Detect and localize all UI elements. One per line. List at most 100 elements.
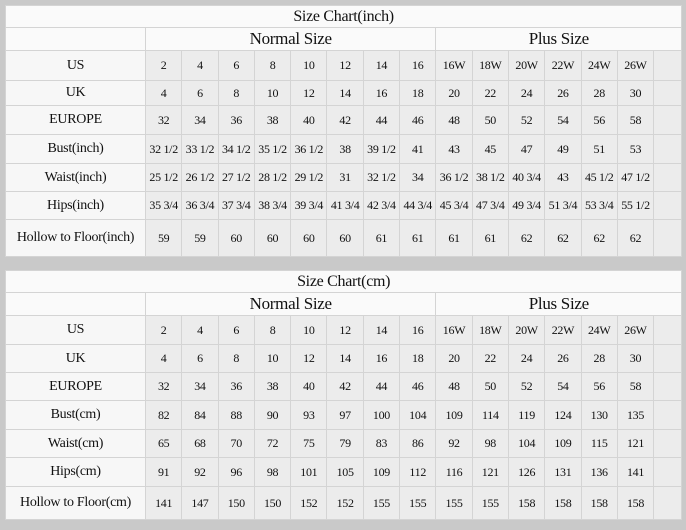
size-value-cell: 48 <box>435 105 473 135</box>
normal-size-header: Normal Size <box>144 292 437 316</box>
size-value-cell: 104 <box>399 400 437 430</box>
size-value-cell: 62 <box>616 219 655 257</box>
size-value-cell: 18W <box>471 315 509 345</box>
size-value-cell: 16 <box>362 80 401 106</box>
chart-title: Size Chart(inch) <box>4 5 683 28</box>
size-value-cell: 42 <box>326 105 364 135</box>
size-value-cell: 8 <box>217 80 255 106</box>
table-row: US 2 4 6 8 10 12 14 16 16W 18W 20W 22W 24W 26W <box>5 315 683 345</box>
size-value-cell: 10 <box>290 50 328 81</box>
size-value-cell: 55 1/2 <box>616 191 655 220</box>
size-value-cell: 4 <box>181 315 219 345</box>
size-value-cell: 141 <box>144 486 183 520</box>
table-row: Bust(cm) 82 84 88 90 93 97 100 104 109 114 119 124 13… <box>5 400 683 430</box>
size-value-cell: 40 <box>290 105 328 135</box>
row-label: Bust(inch) <box>5 134 146 164</box>
size-value-cell: 53 3/4 <box>580 191 618 220</box>
size-value-cell: 32 1/2 <box>362 163 401 192</box>
size-value-cell: 36 1/2 <box>290 134 328 164</box>
size-value-cell: 47 1/2 <box>616 163 655 192</box>
size-chart-cm: Size Chart(cm) Normal Size Plus Size US 2 4 6 8… <box>4 270 683 520</box>
chart-title: Size Chart(cm) <box>4 270 683 293</box>
size-value-cell: 24 <box>507 80 546 106</box>
size-value-cell: 84 <box>181 400 219 430</box>
size-value-cell: 44 <box>362 372 401 401</box>
size-value-cell: 105 <box>326 457 364 487</box>
table-row: Hips(cm) 91 92 96 98 101 105 109 112 116 121 126 131… <box>5 457 683 487</box>
size-value-cell: 60 <box>217 219 255 257</box>
size-value-cell: 42 3/4 <box>362 191 401 220</box>
size-value-cell: 65 <box>144 429 183 458</box>
empty-cell <box>653 105 683 135</box>
size-value-cell: 22W <box>544 315 582 345</box>
table-row: UK 4 6 8 10 12 14 16 18 20 22 24 26 28 30 <box>5 344 683 373</box>
size-value-cell: 54 <box>544 372 582 401</box>
size-value-cell: 34 <box>181 372 219 401</box>
size-value-cell: 31 <box>326 163 364 192</box>
size-value-cell: 92 <box>435 429 473 458</box>
size-value-cell: 26 <box>544 80 582 106</box>
size-value-cell: 34 <box>181 105 219 135</box>
size-value-cell: 158 <box>580 486 618 520</box>
size-value-cell: 4 <box>144 80 183 106</box>
size-value-cell: 61 <box>471 219 509 257</box>
size-value-cell: 14 <box>362 315 401 345</box>
empty-cell <box>653 400 683 430</box>
size-value-cell: 16 <box>362 344 401 373</box>
size-value-cell: 50 <box>471 372 509 401</box>
empty-cell <box>653 80 683 106</box>
empty-cell <box>653 429 683 458</box>
size-value-cell: 130 <box>580 400 618 430</box>
size-value-cell: 18 <box>399 80 437 106</box>
size-value-cell: 158 <box>544 486 582 520</box>
table-row: Waist(inch) 25 1/2 26 1/2 27 1/2 28 1/2 29 1/… <box>5 163 683 192</box>
size-value-cell: 60 <box>290 219 328 257</box>
size-value-cell: 2 <box>144 50 183 81</box>
size-value-cell: 8 <box>253 50 292 81</box>
size-value-cell: 75 <box>290 429 328 458</box>
size-value-cell: 115 <box>580 429 618 458</box>
row-label: Hips(inch) <box>5 191 146 220</box>
size-value-cell: 88 <box>217 400 255 430</box>
size-value-cell: 12 <box>290 344 328 373</box>
table-row: EUROPE 32 34 36 38 40 42 44 46 48 50 52 54 56 58 <box>5 372 683 401</box>
empty-cell <box>653 191 683 220</box>
row-label: Bust(cm) <box>5 400 146 430</box>
size-value-cell: 42 <box>326 372 364 401</box>
size-value-cell: 26 1/2 <box>181 163 219 192</box>
size-value-cell: 20 <box>435 80 473 106</box>
size-value-cell: 35 3/4 <box>144 191 183 220</box>
table-row: Hollow to Floor(cm) 141 147 150 150 152 152 155… <box>5 486 683 520</box>
size-value-cell: 30 <box>616 80 655 106</box>
size-value-cell: 53 <box>616 134 655 164</box>
size-value-cell: 32 <box>144 105 183 135</box>
size-value-cell: 62 <box>507 219 546 257</box>
size-value-cell: 39 3/4 <box>290 191 328 220</box>
size-value-cell: 46 <box>399 105 437 135</box>
size-value-cell: 6 <box>217 50 255 81</box>
size-value-cell: 60 <box>253 219 292 257</box>
size-value-cell: 121 <box>616 429 655 458</box>
row-label: EUROPE <box>5 105 146 135</box>
size-value-cell: 47 3/4 <box>471 191 509 220</box>
size-value-cell: 104 <box>507 429 546 458</box>
size-value-cell: 6 <box>181 80 219 106</box>
size-value-cell: 2 <box>144 315 183 345</box>
size-value-cell: 62 <box>580 219 618 257</box>
table-row: UK 4 6 8 10 12 14 16 18 20 22 24 26 28 30 <box>5 80 683 106</box>
corner-cell <box>5 292 146 316</box>
size-value-cell: 49 3/4 <box>507 191 546 220</box>
size-value-cell: 28 1/2 <box>253 163 292 192</box>
size-value-cell: 59 <box>144 219 183 257</box>
size-value-cell: 45 1/2 <box>580 163 618 192</box>
size-value-cell: 72 <box>253 429 292 458</box>
size-value-cell: 27 1/2 <box>217 163 255 192</box>
size-value-cell: 152 <box>290 486 328 520</box>
size-value-cell: 54 <box>544 105 582 135</box>
size-value-cell: 155 <box>362 486 401 520</box>
size-value-cell: 33 1/2 <box>181 134 219 164</box>
size-value-cell: 38 <box>253 105 292 135</box>
size-value-cell: 155 <box>435 486 473 520</box>
size-value-cell: 10 <box>253 344 292 373</box>
size-value-cell: 150 <box>217 486 255 520</box>
